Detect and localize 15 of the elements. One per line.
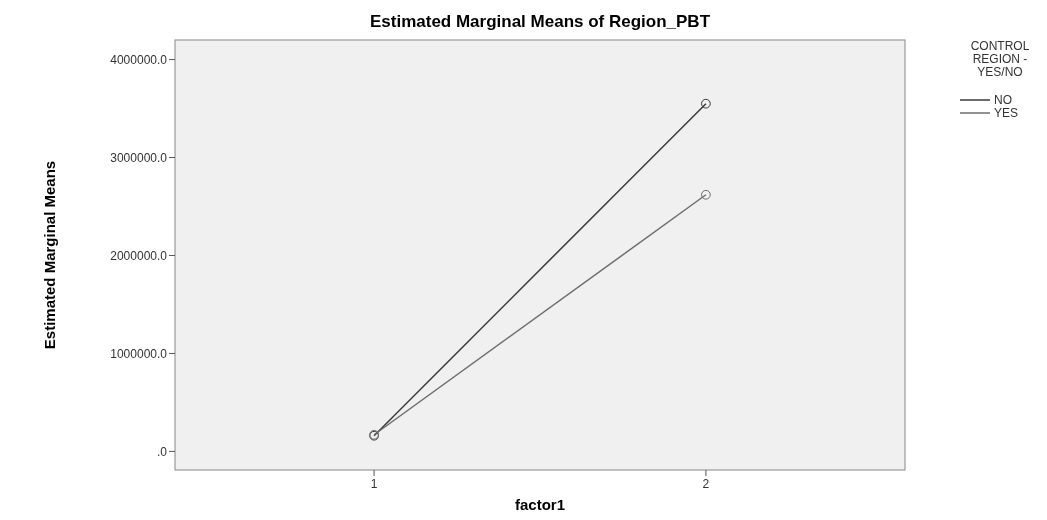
y-tick-label: 3000000.0 bbox=[110, 150, 168, 165]
y-tick-label: .0 bbox=[156, 444, 168, 459]
y-tick-label: 2000000.0 bbox=[110, 248, 168, 263]
legend-label: NO bbox=[994, 93, 1012, 108]
y-tick-label: 4000000.0 bbox=[110, 52, 168, 67]
legend-label: YES bbox=[994, 106, 1019, 121]
y-tick-label: 1000000.0 bbox=[110, 346, 168, 361]
y-axis-title: Estimated Marginal Means bbox=[41, 160, 58, 350]
chart-title: Estimated Marginal Means of Region_PBT bbox=[369, 12, 711, 31]
point bbox=[701, 98, 711, 109]
x-tick-label: 2 bbox=[702, 477, 710, 491]
legend-title: CONTROL REGION - YES/NO bbox=[970, 39, 1030, 79]
x-tick-label: 1 bbox=[370, 477, 378, 491]
x-axis-title: factor1 bbox=[514, 496, 566, 513]
point bbox=[701, 189, 711, 200]
